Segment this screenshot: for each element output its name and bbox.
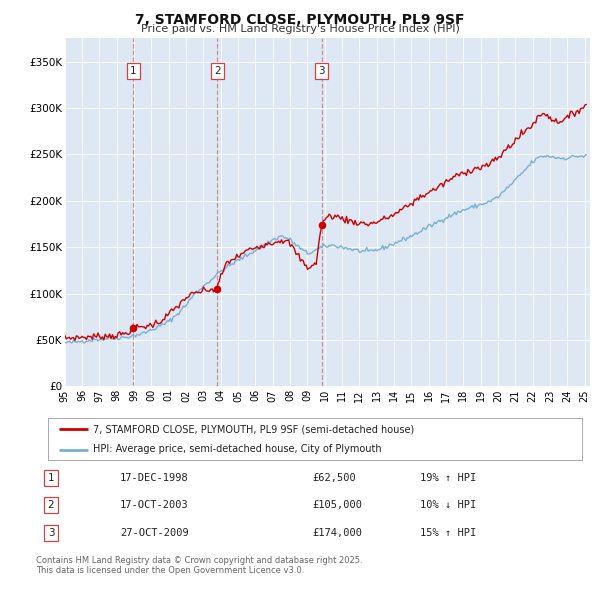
Text: 19% ↑ HPI: 19% ↑ HPI [420,473,476,483]
Text: 2: 2 [47,500,55,510]
Text: 10% ↓ HPI: 10% ↓ HPI [420,500,476,510]
Text: 17-DEC-1998: 17-DEC-1998 [120,473,189,483]
Text: 1: 1 [47,473,55,483]
Text: This data is licensed under the Open Government Licence v3.0.: This data is licensed under the Open Gov… [36,566,304,575]
Text: £62,500: £62,500 [312,473,356,483]
Text: 15% ↑ HPI: 15% ↑ HPI [420,528,476,538]
Text: £105,000: £105,000 [312,500,362,510]
Text: 3: 3 [47,528,55,538]
Text: 2: 2 [214,66,220,76]
Text: £174,000: £174,000 [312,528,362,538]
Text: Price paid vs. HM Land Registry's House Price Index (HPI): Price paid vs. HM Land Registry's House … [140,24,460,34]
Text: Contains HM Land Registry data © Crown copyright and database right 2025.: Contains HM Land Registry data © Crown c… [36,556,362,565]
Text: 27-OCT-2009: 27-OCT-2009 [120,528,189,538]
Text: 7, STAMFORD CLOSE, PLYMOUTH, PL9 9SF (semi-detached house): 7, STAMFORD CLOSE, PLYMOUTH, PL9 9SF (se… [94,424,415,434]
Text: 7, STAMFORD CLOSE, PLYMOUTH, PL9 9SF: 7, STAMFORD CLOSE, PLYMOUTH, PL9 9SF [135,13,465,27]
Text: HPI: Average price, semi-detached house, City of Plymouth: HPI: Average price, semi-detached house,… [94,444,382,454]
Text: 1: 1 [130,66,137,76]
Text: 3: 3 [318,66,325,76]
Text: 17-OCT-2003: 17-OCT-2003 [120,500,189,510]
